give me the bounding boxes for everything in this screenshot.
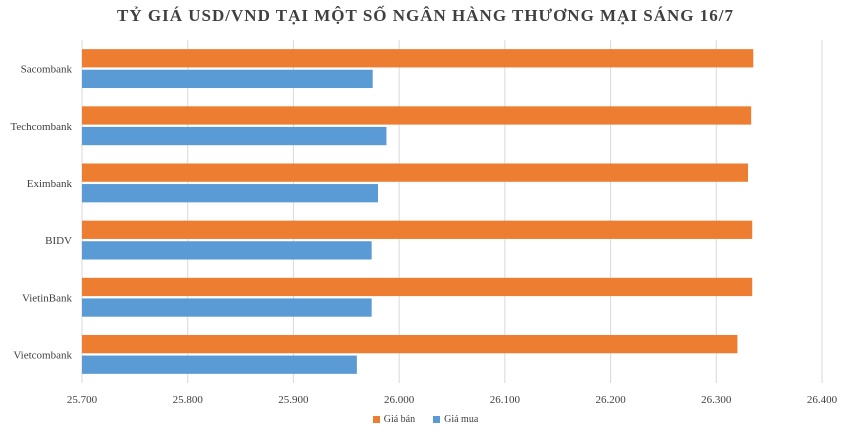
bar-gia-ban xyxy=(82,163,748,182)
legend-label-gia-ban: Giá bán xyxy=(383,414,416,425)
bar-gia-ban xyxy=(82,106,752,125)
x-tick-label: 26.100 xyxy=(490,394,521,406)
legend-item-gia-mua: Giá mua xyxy=(433,414,478,425)
category-label: Eximbank xyxy=(27,178,73,190)
x-tick-label: 25.700 xyxy=(67,394,98,406)
bar-gia-mua xyxy=(82,298,372,317)
category-label: BIDV xyxy=(45,235,72,247)
x-tick-label: 26.000 xyxy=(384,394,415,406)
legend-swatch-gia-mua xyxy=(433,416,441,423)
x-tick-label: 26.400 xyxy=(807,394,838,406)
legend-label-gia-mua: Giá mua xyxy=(444,414,479,425)
category-label: Sacombank xyxy=(21,64,73,76)
bar-gia-mua xyxy=(82,184,378,203)
x-tick-label: 25.900 xyxy=(278,394,309,406)
legend-item-gia-ban: Giá bán xyxy=(372,414,416,425)
chart-title: TỶ GIÁ USD/VND TẠI MỘT SỐ NGÂN HÀNG THƯƠ… xyxy=(117,6,734,25)
category-label: VietinBank xyxy=(22,292,73,304)
x-tick-label: 25.800 xyxy=(173,394,204,406)
legend: Giá bán Giá mua xyxy=(0,414,851,425)
category-label: Vietcombank xyxy=(13,349,72,361)
bar-gia-mua xyxy=(82,355,357,374)
x-tick-label: 26.300 xyxy=(701,394,732,406)
bar-gia-ban xyxy=(82,220,753,239)
bar-gia-mua xyxy=(82,69,373,89)
bar-gia-ban xyxy=(82,49,754,68)
bar-gia-ban xyxy=(82,277,753,297)
category-label: Techcombank xyxy=(10,121,72,133)
bar-gia-ban xyxy=(82,334,738,354)
legend-swatch-gia-ban xyxy=(372,416,380,423)
x-tick-label: 26.200 xyxy=(595,394,626,406)
bar-gia-mua xyxy=(82,126,387,146)
bar-gia-mua xyxy=(82,241,372,260)
